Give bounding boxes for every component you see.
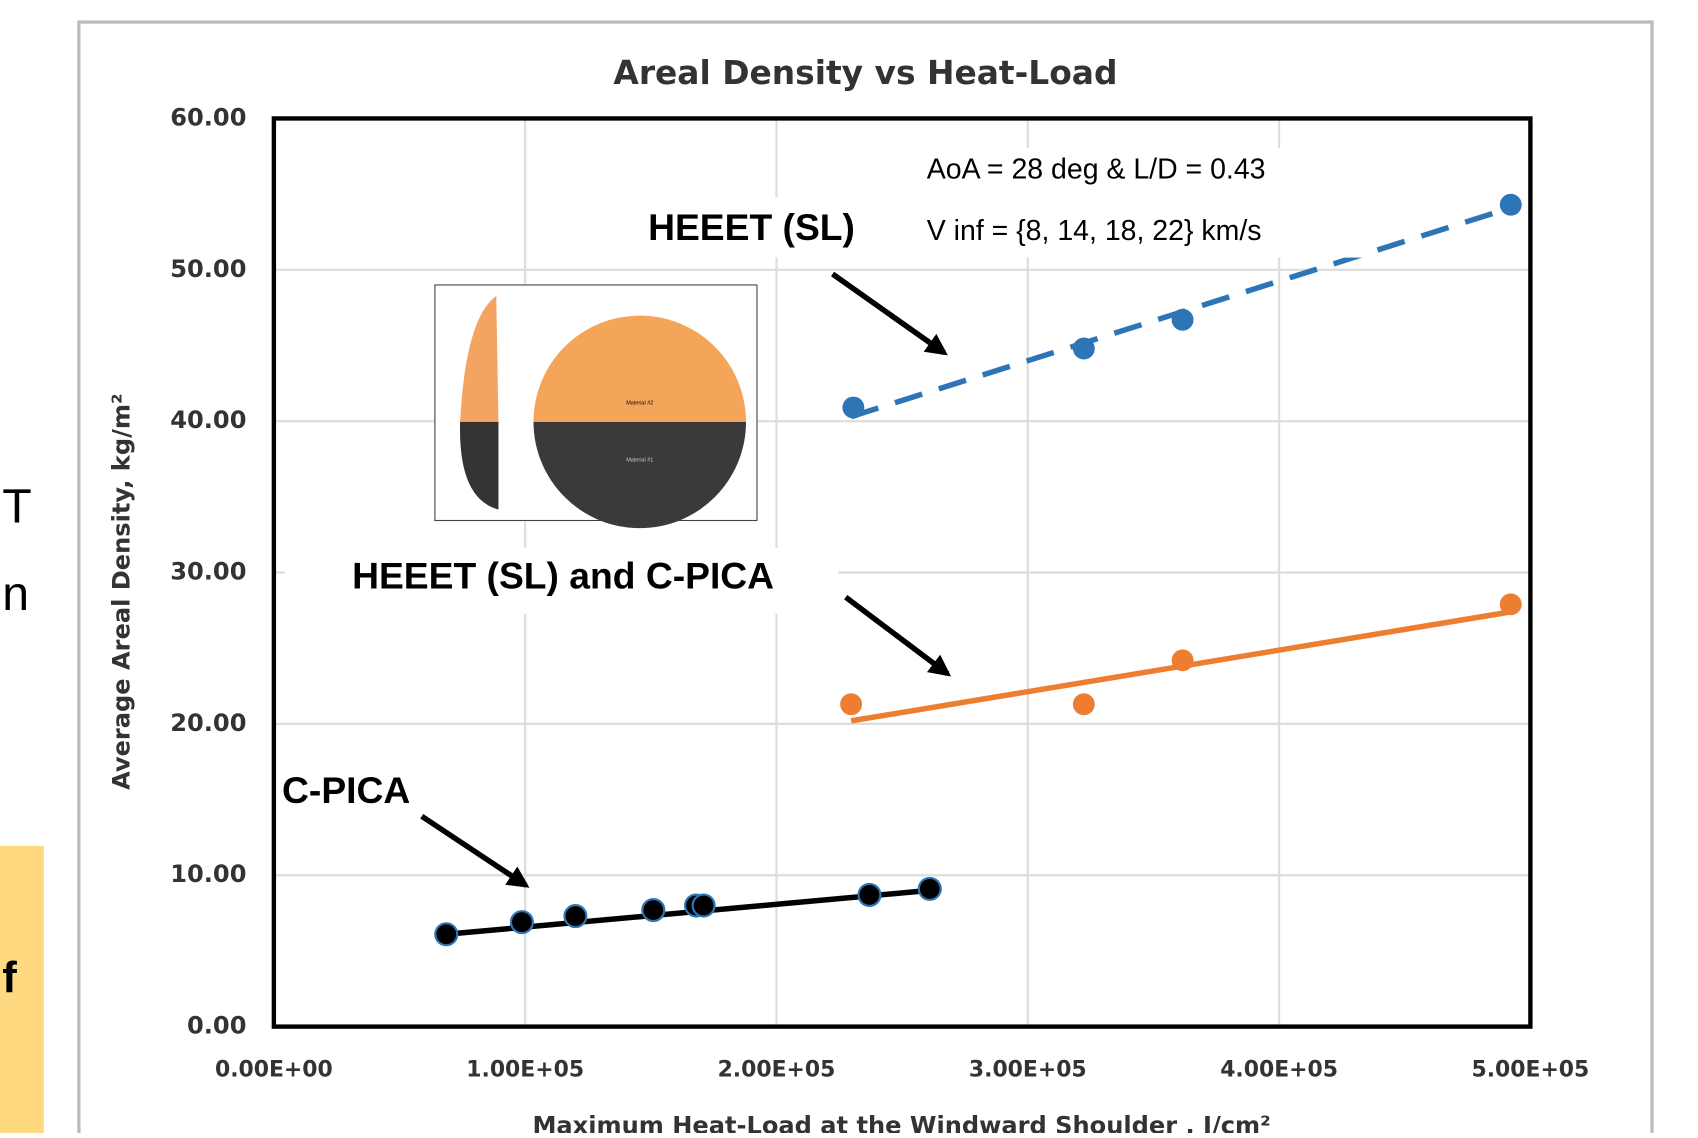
inset-shape — [533, 421, 747, 529]
arrow — [420, 813, 530, 888]
x-tick-label: 4.00E+05 — [1220, 1057, 1338, 1082]
annotation: HEEET (SL) — [648, 206, 855, 248]
point — [1499, 593, 1522, 616]
y-tick-label: 10.00 — [170, 860, 246, 888]
x-tick-label: 3.00E+05 — [969, 1057, 1087, 1082]
inset-shape — [533, 315, 747, 422]
point — [1072, 337, 1095, 360]
marks — [434, 193, 1522, 947]
annotation: V inf = {8, 14, 18, 22} km/s — [927, 215, 1262, 247]
point — [1499, 193, 1522, 216]
inset-shape — [460, 295, 499, 422]
y-tick-label: 50.00 — [170, 255, 246, 283]
point — [857, 882, 882, 907]
annotation: HEEET (SL) and C-PICA — [352, 554, 774, 596]
annotation-bg — [284, 547, 839, 614]
y-tick-label: 30.00 — [170, 558, 246, 586]
fragment: n — [2, 567, 29, 621]
annotation-bg — [607, 197, 893, 258]
point — [641, 898, 666, 923]
inset: Material #2 Material #1 — [434, 284, 758, 529]
y-axis-label: Average Areal Density, kg/m² — [108, 393, 136, 789]
inset-label: Material #2 — [626, 401, 653, 407]
x-axis-label: Maximum Heat-Load at the Windward Should… — [532, 1111, 1270, 1133]
x-tick-label: 0.00E+00 — [215, 1057, 333, 1082]
point — [842, 396, 865, 419]
point — [1171, 308, 1194, 331]
point — [1171, 649, 1194, 672]
point — [434, 922, 459, 947]
point — [563, 904, 588, 929]
x-tick-label: 2.00E+05 — [718, 1057, 836, 1082]
y-tick-label: 60.00 — [170, 103, 246, 131]
fragment: T — [2, 479, 31, 533]
point — [840, 693, 863, 716]
x-tick-label: 5.00E+05 — [1472, 1057, 1590, 1082]
inset-shape — [459, 421, 499, 510]
grid: 0.00E+00 1.00E+05 2.00E+05 3.00E+05 4.00E+05… — [170, 103, 1589, 1082]
y-tick-label: 0.00 — [187, 1012, 246, 1040]
chart-title: Areal Density vs Heat-Load — [613, 53, 1117, 92]
x-tick-label: 1.00E+05 — [466, 1057, 584, 1082]
arrow — [844, 594, 952, 677]
point — [1072, 693, 1095, 716]
y-tick-label: 20.00 — [170, 709, 246, 737]
y-tick-label: 40.00 — [170, 406, 246, 434]
inset-label: Material #1 — [626, 458, 653, 464]
point — [509, 910, 534, 935]
fragment: f — [2, 953, 17, 1002]
arrow — [830, 271, 948, 356]
annotation-bg — [909, 148, 1370, 258]
annotation: AoA = 28 deg & L/D = 0.43 — [927, 154, 1266, 186]
point — [917, 876, 942, 901]
annotations: HEEET (SL) HEEET (SL) and C-PICA C-PICA … — [282, 148, 1370, 888]
plot-frame — [271, 116, 1533, 1029]
point — [691, 893, 716, 918]
side-box — [0, 845, 44, 1138]
annotation: C-PICA — [282, 769, 410, 811]
